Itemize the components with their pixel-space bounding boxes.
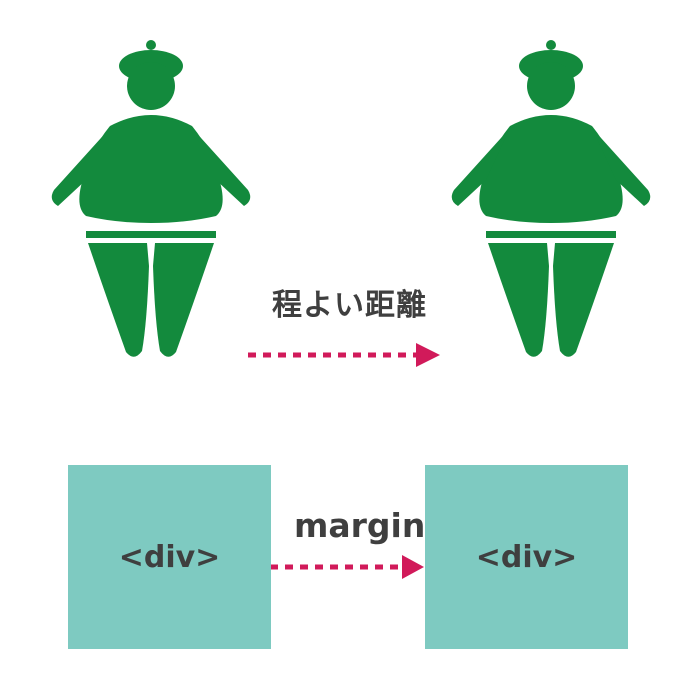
margin-label: margin xyxy=(294,506,426,545)
div-box-label: <div> xyxy=(118,539,221,575)
sumo-wrestler-icon xyxy=(46,38,256,360)
sumo-wrestler-icon xyxy=(446,38,656,360)
div-box: <div> xyxy=(68,465,271,649)
distance-label: 程よい距離 xyxy=(272,288,427,323)
div-box: <div> xyxy=(425,465,628,649)
div-box-label: <div> xyxy=(475,539,578,575)
dotted-right-arrow-icon xyxy=(248,343,440,367)
dotted-right-arrow-icon xyxy=(270,555,424,579)
